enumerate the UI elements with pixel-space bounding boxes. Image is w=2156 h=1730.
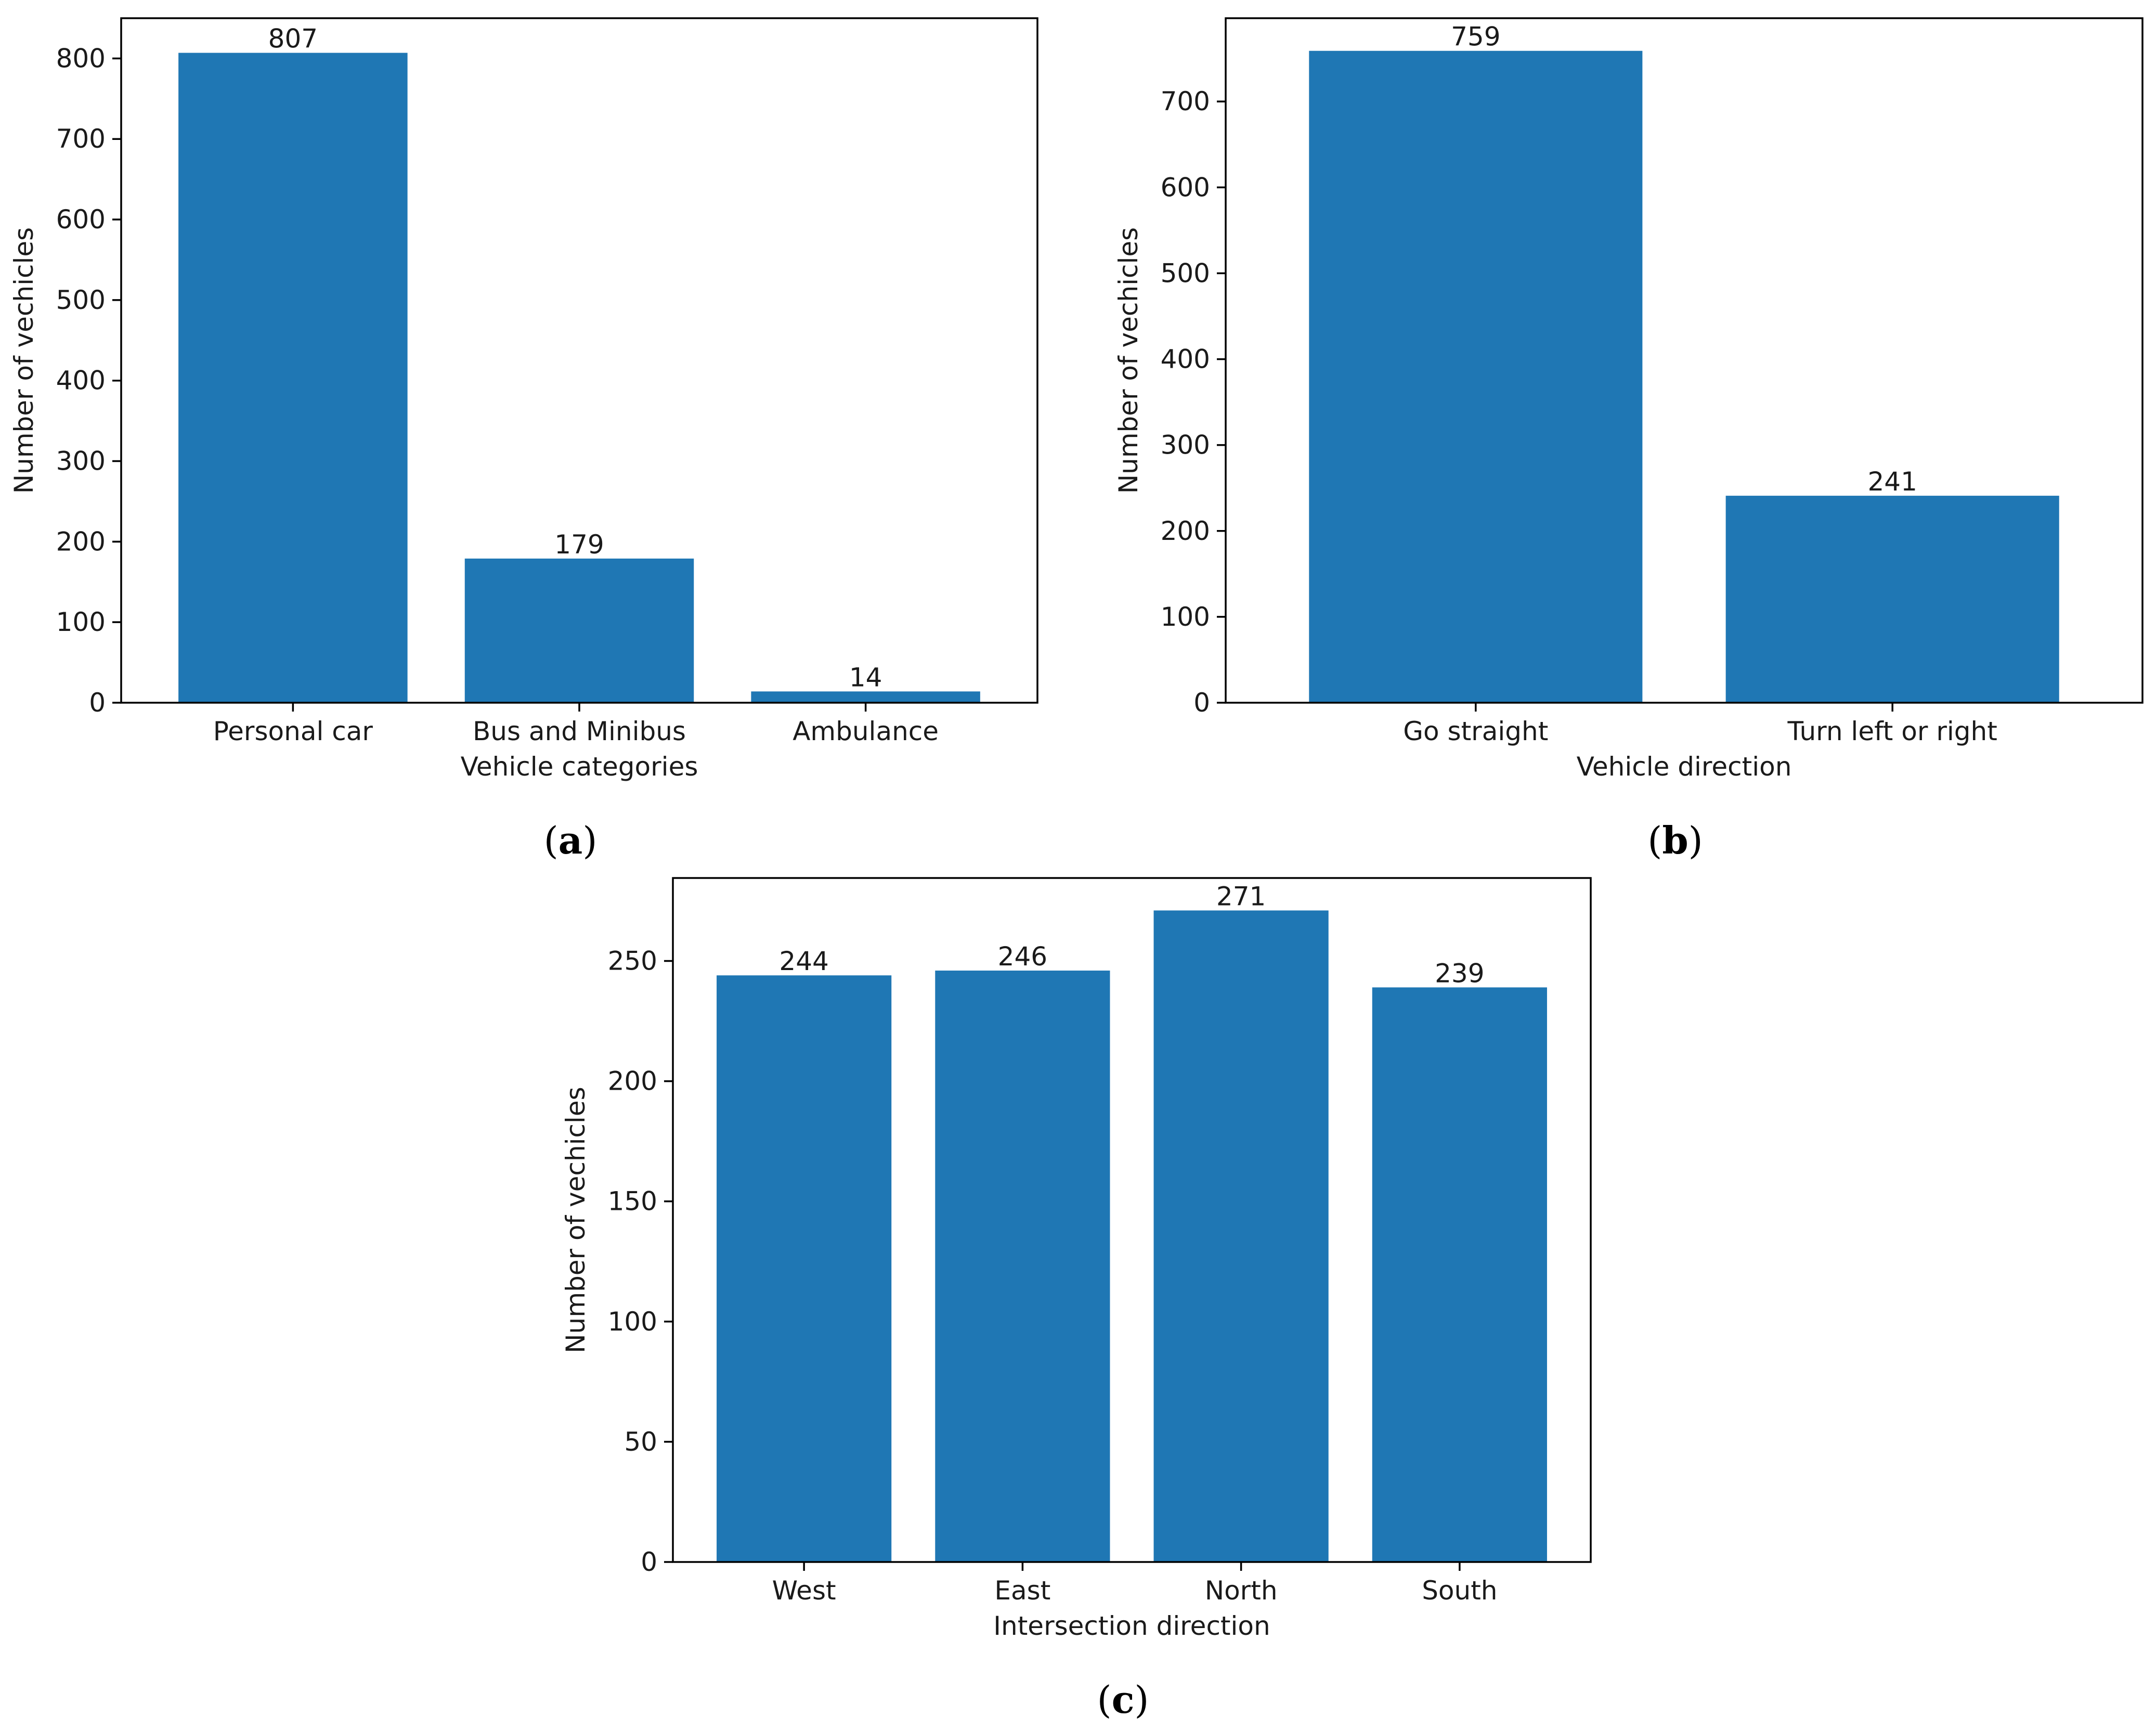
y-tick-label: 200 [1161, 516, 1210, 546]
bar-bus-and-minibus [464, 558, 694, 703]
y-tick-label: 600 [56, 204, 106, 235]
x-tick-label: Ambulance [793, 716, 939, 746]
y-tick-label: 600 [1161, 172, 1210, 202]
x-tick-label: Turn left or right [1787, 716, 1997, 746]
panel-caption: (a) [544, 818, 598, 862]
y-tick-label: 100 [1161, 602, 1210, 632]
y-tick-label: 800 [56, 43, 106, 73]
x-tick-label: Go straight [1403, 716, 1548, 746]
y-tick-label: 500 [1161, 258, 1210, 288]
x-tick-label: West [772, 1576, 836, 1606]
plot-area-frame [672, 877, 1592, 1563]
bar-personal-car [178, 53, 408, 703]
x-tick-label: East [994, 1576, 1050, 1606]
y-tick-label: 250 [608, 946, 657, 976]
y-axis-label: Number of vechicles [561, 1087, 591, 1353]
x-tick-label: South [1422, 1576, 1497, 1606]
y-tick-label: 100 [56, 607, 106, 637]
bar-value-label: 271 [1216, 881, 1266, 911]
chart-panel-c: 244 246 271 239 0 50 100 150 200 250 West East North… [561, 877, 1592, 1722]
y-axis-label: Number of vechicles [9, 227, 39, 494]
y-tick-label: 500 [56, 285, 106, 315]
bar-value-label: 179 [554, 530, 604, 560]
y-tick-label: 0 [641, 1547, 657, 1577]
chart-panel-b: 759 241 0 100 200 300 400 500 600 700 Go straight T… [1113, 17, 2144, 862]
y-tick-label: 150 [608, 1186, 657, 1217]
bar-north [1153, 910, 1329, 1562]
x-tick-label: North [1205, 1576, 1278, 1606]
x-axis-label: Intersection direction [993, 1611, 1270, 1641]
bar-value-label: 239 [1435, 958, 1484, 988]
caption-close-paren: ) [1689, 819, 1703, 862]
bar-ambulance [751, 691, 980, 703]
y-tick-label: 100 [608, 1307, 657, 1337]
bar-west [717, 975, 892, 1562]
y-tick-label: 300 [56, 446, 106, 476]
bar-value-label: 246 [998, 941, 1047, 972]
x-tick-label: Personal car [213, 716, 373, 746]
panel-caption: (c) [1097, 1677, 1149, 1722]
panel-caption: (b) [1647, 818, 1703, 862]
caption-open-paren: ( [1647, 819, 1662, 862]
y-tick-label: 300 [1161, 430, 1210, 460]
bar-value-label: 759 [1451, 22, 1500, 52]
y-tick-label: 400 [1161, 344, 1210, 375]
caption-close-paren: ) [1134, 1678, 1149, 1722]
bar-value-label: 244 [779, 946, 828, 976]
y-tick-label: 0 [1193, 688, 1210, 718]
caption-open-paren: ( [544, 819, 559, 862]
bar-go-straight [1309, 50, 1643, 703]
plot-area-frame [1225, 17, 2144, 704]
chart-panel-a: 807 179 14 0 100 200 300 400 500 600 700 800 Persona… [9, 17, 1038, 862]
caption-close-paren: ) [582, 819, 597, 862]
caption-letter: c [1112, 1677, 1135, 1722]
bar-value-label: 807 [268, 24, 318, 54]
bar-east [935, 970, 1110, 1562]
x-axis-label: Vehicle categories [461, 752, 698, 782]
y-axis-label: Number of vechicles [1113, 227, 1144, 494]
y-tick-label: 0 [89, 688, 106, 718]
y-tick-label: 200 [608, 1066, 657, 1096]
bar-south [1372, 987, 1547, 1562]
y-tick-label: 700 [1161, 86, 1210, 117]
y-tick-label: 400 [56, 366, 106, 396]
caption-open-paren: ( [1097, 1678, 1111, 1722]
bar-value-label: 241 [1867, 467, 1917, 497]
caption-letter: a [559, 818, 583, 862]
bar-turn-left-or-right [1725, 496, 2059, 703]
caption-letter: b [1662, 818, 1688, 862]
y-tick-label: 200 [56, 526, 106, 557]
x-tick-label: Bus and Minibus [473, 716, 686, 746]
bar-value-label: 14 [849, 662, 882, 692]
y-tick-label: 700 [56, 124, 106, 154]
y-tick-label: 50 [624, 1427, 657, 1457]
x-axis-label: Vehicle direction [1577, 752, 1792, 782]
